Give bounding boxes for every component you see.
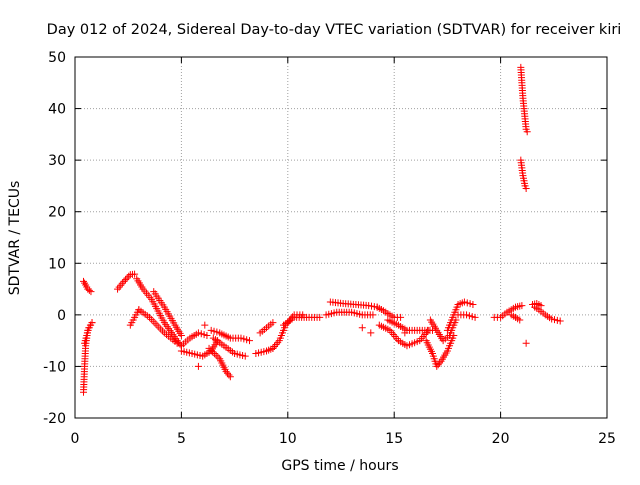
data-point	[125, 272, 133, 280]
data-point	[240, 335, 248, 343]
data-point	[212, 351, 220, 359]
y-axis-label: SDTVAR / TECUs	[7, 181, 23, 296]
data-point	[207, 346, 215, 354]
data-point	[367, 329, 375, 337]
data-point	[434, 361, 442, 369]
data-point	[85, 286, 93, 294]
data-point	[243, 336, 251, 344]
data-point	[203, 331, 211, 339]
data-point	[200, 331, 208, 339]
axis-ticks	[74, 56, 608, 419]
data-point	[358, 324, 366, 332]
y-tick-labels: -20 -10 0 10 20 30 40 50	[43, 50, 66, 427]
x-tick-label: 0	[71, 431, 80, 447]
chart-title: Day 012 of 2024, Sidereal Day-to-day VTE…	[47, 22, 622, 38]
data-point	[436, 359, 444, 367]
data-point	[120, 277, 128, 285]
data-point	[466, 300, 474, 308]
y-tick-label: 0	[57, 308, 66, 324]
grid-lines	[75, 57, 607, 418]
data-point	[194, 329, 202, 337]
y-tick-label: 30	[48, 153, 66, 169]
data-point	[468, 313, 476, 321]
data-point	[205, 344, 213, 352]
data-point	[516, 316, 524, 324]
data-point	[465, 312, 473, 320]
data-point	[397, 313, 405, 321]
data-point	[463, 299, 471, 307]
y-tick-label: -10	[43, 359, 66, 375]
x-tick-labels: 0 5 10 15 20 25	[71, 431, 616, 447]
data-point	[245, 337, 253, 345]
data-point	[369, 311, 377, 319]
data-point	[370, 303, 378, 311]
x-tick-label: 20	[492, 431, 510, 447]
y-tick-label: 50	[48, 50, 66, 66]
x-axis-label: GPS time / hours	[281, 458, 398, 474]
data-point	[177, 331, 185, 339]
data-point	[173, 337, 181, 345]
y-tick-label: 20	[48, 205, 66, 221]
data-point	[209, 348, 217, 356]
data-point	[88, 319, 96, 327]
data-point	[81, 279, 89, 287]
data-point	[87, 288, 95, 296]
data-points	[80, 63, 564, 396]
data-point	[469, 301, 477, 309]
x-tick-label: 25	[598, 431, 616, 447]
y-tick-label: -20	[43, 411, 66, 427]
data-point	[553, 316, 561, 324]
data-point	[463, 311, 471, 319]
data-point	[522, 185, 530, 193]
data-point	[471, 313, 479, 321]
x-tick-label: 15	[385, 431, 403, 447]
data-point	[207, 326, 215, 334]
data-point	[433, 362, 441, 370]
data-point	[237, 334, 245, 342]
data-point	[551, 316, 559, 324]
data-point	[175, 338, 183, 346]
data-point	[401, 329, 409, 337]
data-point	[548, 315, 556, 323]
y-tick-label: 10	[48, 256, 66, 272]
data-point	[225, 371, 233, 379]
data-point	[194, 362, 202, 370]
data-point	[122, 276, 130, 284]
data-point	[210, 350, 218, 358]
data-point	[269, 319, 277, 327]
data-point	[518, 302, 526, 310]
plot-frame	[74, 56, 608, 419]
data-point	[241, 352, 249, 360]
data-point	[523, 128, 531, 136]
data-point	[80, 277, 88, 285]
data-point	[123, 274, 131, 282]
data-point	[201, 321, 209, 329]
data-point	[368, 302, 376, 310]
data-point	[213, 328, 221, 336]
data-point	[197, 330, 205, 338]
data-point	[316, 313, 324, 321]
data-point	[210, 327, 218, 335]
data-point	[365, 302, 373, 310]
data-point	[214, 353, 222, 361]
data-point	[460, 298, 468, 306]
data-point	[556, 317, 564, 325]
x-tick-label: 5	[177, 431, 186, 447]
x-tick-label: 10	[279, 431, 297, 447]
data-point	[537, 302, 545, 310]
y-tick-label: 40	[48, 102, 66, 118]
data-point	[222, 368, 230, 376]
data-point	[224, 369, 232, 377]
data-point	[226, 373, 234, 381]
data-point	[522, 339, 530, 347]
data-point	[131, 270, 139, 278]
